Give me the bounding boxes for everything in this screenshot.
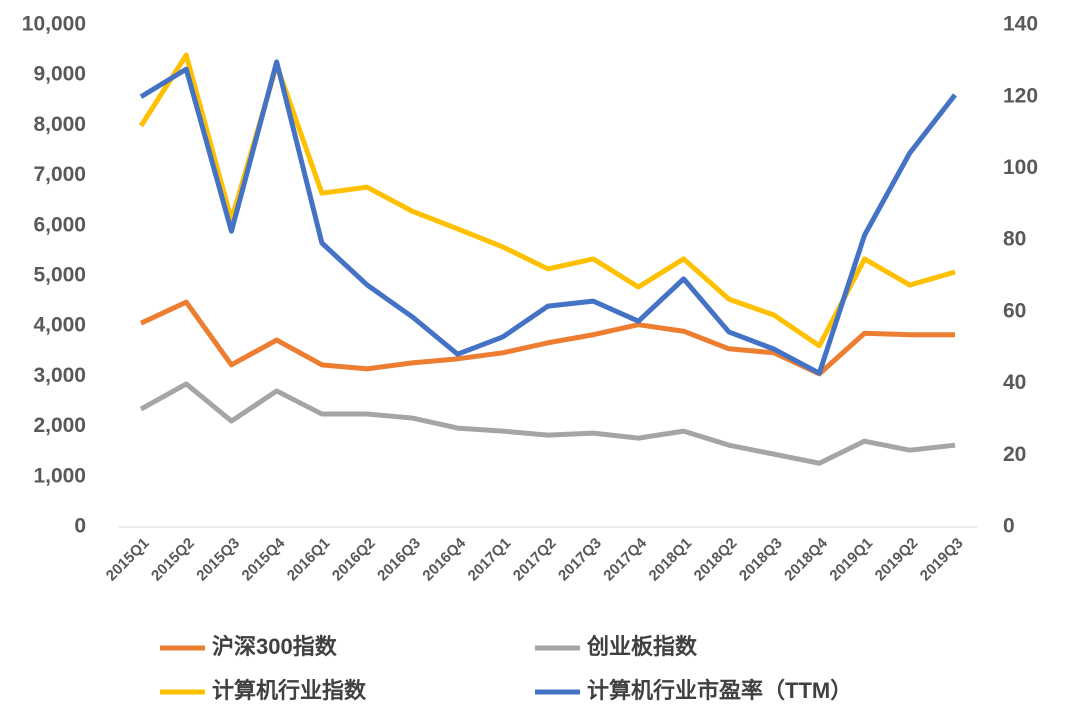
x-tick-label: 2017Q2 [510,535,560,585]
x-tick-label: 2018Q2 [691,535,741,585]
y-tick-label: 3,000 [33,364,86,387]
x-tick-label: 2019Q3 [917,535,967,585]
y-tick-label: 10,000 [22,13,86,36]
y2-tick-label: 140 [1003,13,1038,36]
y-tick-label: 1,000 [33,464,86,487]
x-tick-label: 2016Q4 [419,534,469,584]
y-tick-label: 5,000 [33,264,86,287]
x-tick-label: 2017Q3 [555,535,605,585]
y2-tick-label: 0 [1003,515,1015,538]
y-tick-label: 9,000 [33,63,86,86]
x-tick-label: 2019Q1 [826,535,876,585]
x-tick-label: 2015Q2 [148,535,198,585]
y2-tick-label: 120 [1003,84,1038,107]
y-tick-label: 0 [74,515,86,538]
y-tick-label: 7,000 [33,163,86,186]
series-line [139,59,957,376]
y2-tick-label: 60 [1003,299,1026,322]
x-tick-label: 2015Q1 [103,535,153,585]
y2-tick-label: 100 [1003,156,1038,179]
y-tick-label: 4,000 [33,314,86,337]
x-tick-label: 2018Q4 [781,534,831,584]
x-tick-label: 2019Q2 [872,535,922,585]
y-tick-label: 2,000 [33,414,86,437]
x-tick-label: 2017Q1 [465,535,515,585]
y-tick-label: 8,000 [33,113,86,136]
legend-label: 沪深300指数 [212,634,338,659]
x-tick-label: 2015Q3 [193,535,243,585]
y2-tick-label: 40 [1003,371,1026,394]
y-tick-label: 6,000 [33,213,86,236]
legend-label: 创业板指数 [586,634,698,659]
series-line [139,381,956,466]
x-tick-label: 2015Q4 [239,534,289,584]
x-tick-label: 2016Q3 [374,535,424,585]
x-tick-label: 2018Q1 [646,535,696,585]
x-tick-label: 2016Q1 [284,535,334,585]
y2-tick-label: 80 [1003,228,1026,251]
legend-label: 计算机行业市盈率（TTM） [587,678,852,703]
x-tick-label: 2016Q2 [329,535,379,585]
x-tick-label: 2018Q3 [736,535,786,585]
series-line [138,52,956,349]
x-tick-label: 2017Q4 [600,534,650,584]
legend-label: 计算机行业指数 [212,678,367,703]
y2-tick-label: 20 [1003,443,1026,466]
